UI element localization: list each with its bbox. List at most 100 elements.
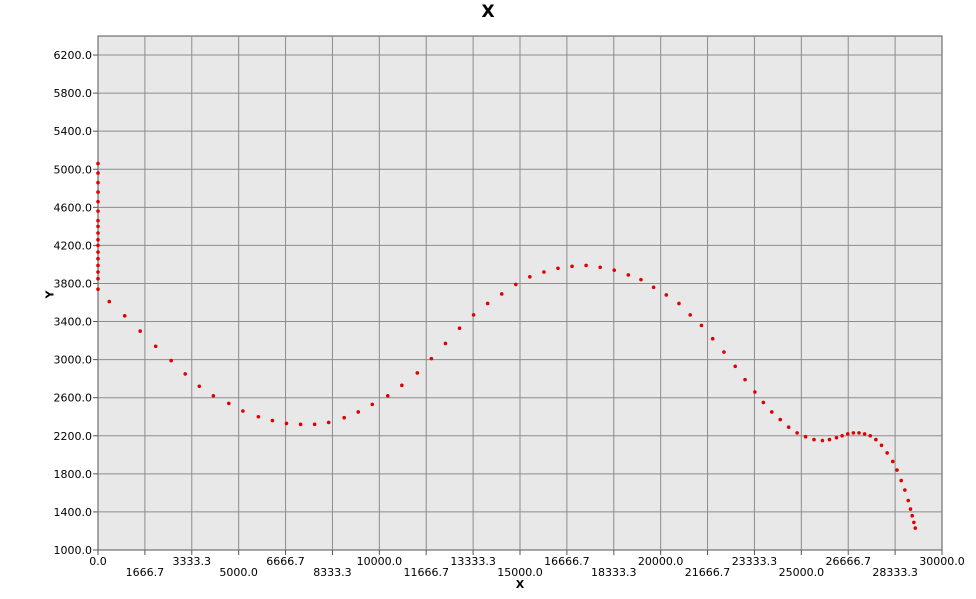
- data-point: [913, 526, 918, 530]
- data-point: [570, 264, 574, 269]
- data-point: [862, 432, 867, 436]
- data-point: [370, 402, 375, 407]
- x-tick-label: 1666.7: [126, 566, 165, 579]
- data-point: [227, 401, 231, 406]
- x-tick-label: 30000.0: [919, 555, 965, 568]
- data-point: [803, 434, 808, 439]
- data-point: [284, 421, 289, 426]
- y-tick-label: 2200.0: [54, 430, 93, 443]
- data-point: [96, 171, 100, 175]
- data-point: [96, 209, 100, 213]
- data-point: [96, 199, 100, 204]
- data-point: [556, 266, 560, 271]
- data-point: [499, 292, 504, 296]
- data-point: [688, 313, 693, 317]
- data-point: [443, 341, 448, 346]
- data-point: [912, 520, 916, 525]
- y-tick-label: 5000.0: [54, 163, 93, 176]
- data-point: [256, 414, 261, 419]
- data-point: [899, 478, 904, 483]
- data-point: [270, 418, 275, 423]
- data-point: [96, 287, 100, 291]
- data-point: [851, 431, 856, 435]
- data-point: [400, 383, 404, 388]
- x-tick-label: 5000.0: [219, 566, 258, 579]
- data-point: [429, 356, 434, 361]
- data-point: [753, 390, 757, 394]
- y-tick-label: 1800.0: [54, 468, 93, 481]
- data-point: [96, 250, 100, 254]
- data-point: [827, 437, 832, 442]
- data-point: [845, 432, 850, 436]
- data-point: [312, 422, 317, 427]
- data-point: [677, 301, 681, 306]
- y-axis-label: Y: [43, 290, 57, 299]
- data-point: [908, 507, 913, 511]
- x-tick-label: 8333.3: [313, 566, 352, 579]
- data-point: [96, 243, 100, 248]
- data-point: [795, 431, 799, 435]
- x-tick-label: 15000.0: [497, 566, 543, 579]
- y-tick-label: 3000.0: [54, 354, 93, 367]
- data-point: [342, 415, 346, 420]
- y-tick-label: 3400.0: [54, 316, 93, 329]
- data-points: [96, 161, 918, 530]
- x-tick-label: 25000.0: [779, 566, 825, 579]
- data-point: [834, 435, 839, 440]
- data-point: [513, 282, 518, 287]
- data-point: [96, 270, 100, 274]
- data-point: [584, 263, 588, 268]
- data-point: [903, 488, 907, 492]
- y-tick-label: 5800.0: [54, 87, 93, 100]
- data-point: [528, 275, 532, 279]
- x-tick-label: 21666.7: [685, 566, 731, 579]
- x-tick-label: 0.0: [89, 555, 107, 568]
- data-point: [778, 417, 783, 422]
- data-point: [122, 314, 127, 318]
- data-point: [241, 409, 245, 413]
- x-tick-label: 13333.3: [450, 555, 496, 568]
- data-point: [542, 270, 546, 274]
- x-tick-label: 28333.3: [872, 566, 918, 579]
- data-point: [183, 372, 188, 376]
- y-tick-label: 6200.0: [54, 49, 93, 62]
- data-point: [868, 433, 873, 438]
- data-point: [485, 301, 490, 306]
- x-tick-label: 10000.0: [357, 555, 403, 568]
- y-tick-label: 5400.0: [54, 125, 93, 138]
- y-tick-label: 1400.0: [54, 506, 93, 519]
- data-point: [699, 323, 704, 328]
- data-point: [769, 410, 774, 414]
- data-point: [96, 218, 100, 223]
- data-point: [761, 400, 766, 405]
- data-point: [874, 437, 878, 442]
- data-point: [356, 410, 361, 414]
- data-point: [153, 344, 158, 349]
- data-point: [138, 329, 142, 333]
- y-tick-label: 4200.0: [54, 239, 93, 252]
- data-point: [820, 438, 825, 443]
- data-point: [612, 268, 617, 272]
- data-point: [107, 299, 112, 304]
- data-point: [906, 498, 911, 503]
- chart-title: X: [481, 2, 495, 22]
- y-axis-ticks: 1000.0 1400.0 1800.0 2200.0 2600.0 3000.0 3400…: [54, 49, 98, 557]
- data-point: [722, 350, 726, 354]
- data-point: [96, 231, 100, 235]
- data-point: [895, 468, 899, 472]
- data-point: [298, 422, 303, 427]
- data-point: [857, 431, 861, 435]
- data-point: [710, 336, 715, 341]
- data-point: [743, 377, 747, 382]
- data-point: [812, 437, 816, 442]
- data-point: [96, 224, 100, 229]
- data-point: [96, 161, 100, 166]
- y-tick-label: 2600.0: [54, 392, 93, 405]
- data-point: [96, 263, 100, 268]
- data-point: [96, 276, 100, 281]
- x-tick-label: 16666.7: [544, 555, 590, 568]
- data-point: [639, 277, 643, 282]
- data-point: [415, 371, 420, 375]
- y-tick-label: 3800.0: [54, 277, 93, 290]
- data-point: [598, 265, 602, 270]
